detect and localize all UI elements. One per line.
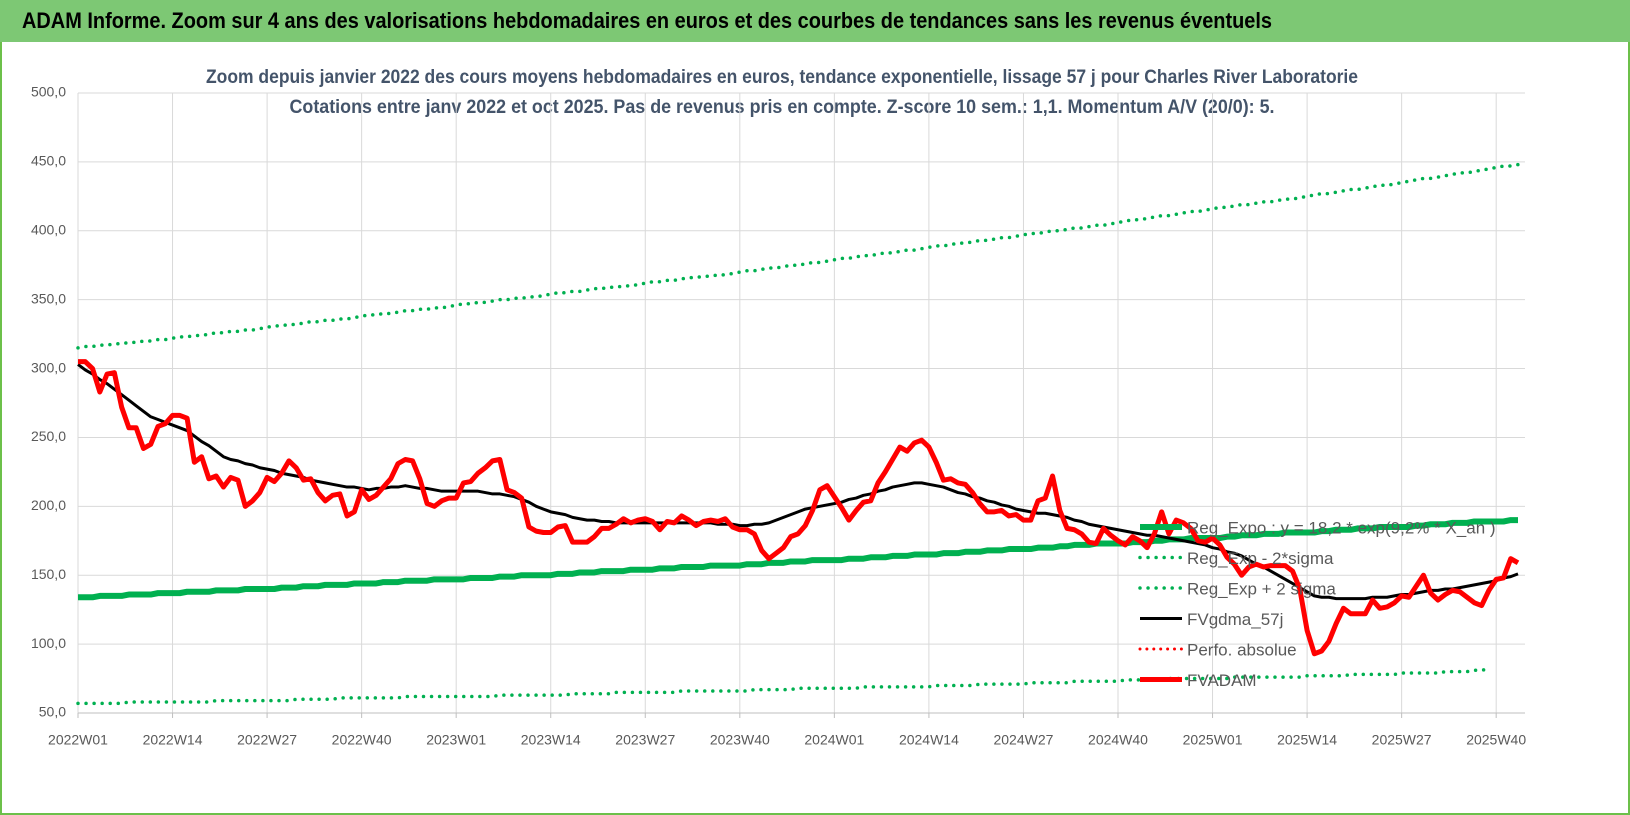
- x-tick-label: 2024W14: [899, 732, 959, 748]
- y-tick-label: 50,0: [39, 704, 66, 720]
- x-tick-label: 2025W27: [1372, 732, 1432, 748]
- header-title: ADAM Informe. Zoom sur 4 ans des valoris…: [22, 8, 1272, 33]
- x-tick-label: 2025W01: [1183, 732, 1243, 748]
- x-tick-label: 2022W14: [143, 732, 203, 748]
- x-tick-label: 2023W40: [710, 732, 770, 748]
- legend-label: Reg_Exp - 2*sigma: [1187, 549, 1334, 568]
- chart-title: Zoom depuis janvier 2022 des cours moyen…: [206, 67, 1358, 88]
- x-tick-label: 2022W40: [332, 732, 392, 748]
- y-tick-label: 150,0: [31, 566, 66, 582]
- x-tick-label: 2022W01: [48, 732, 108, 748]
- x-tick-label: 2023W27: [615, 732, 675, 748]
- series-line: [77, 363, 1519, 601]
- x-tick-label: 2022W27: [237, 732, 297, 748]
- legend-label: Perfo. absolue: [1187, 640, 1297, 659]
- header-bar: [0, 0, 1630, 42]
- legend-label: Reg_Exp + 2 sigma: [1187, 579, 1336, 598]
- legend-label: Reg_Expo : y = 18,2 * exp(9,2% * X_an ): [1187, 518, 1496, 537]
- series-line: [78, 517, 1518, 601]
- series-line: [76, 667, 1491, 706]
- legend-label: FVgdma_57j: [1187, 610, 1283, 629]
- series-line: [78, 359, 1520, 657]
- chart-subtitle: Cotations entre janv 2022 et oct 2025. P…: [290, 97, 1275, 118]
- y-tick-label: 400,0: [31, 221, 66, 237]
- x-tick-label: 2023W14: [521, 732, 581, 748]
- legend-label: FVADAM: [1187, 671, 1257, 690]
- x-tick-label: 2024W40: [1088, 732, 1148, 748]
- x-tick-label: 2025W40: [1466, 732, 1526, 748]
- x-tick-label: 2023W01: [426, 732, 486, 748]
- y-tick-label: 200,0: [31, 497, 66, 513]
- x-tick-label: 2025W14: [1277, 732, 1337, 748]
- y-tick-label: 300,0: [31, 359, 66, 375]
- y-tick-label: 350,0: [31, 290, 66, 306]
- x-tick-label: 2024W27: [993, 732, 1053, 748]
- y-tick-label: 100,0: [31, 635, 66, 651]
- series-line: [76, 162, 1520, 350]
- y-tick-label: 250,0: [31, 428, 66, 444]
- x-tick-label: 2024W01: [804, 732, 864, 748]
- y-tick-label: 450,0: [31, 153, 66, 169]
- y-tick-label: 500,0: [31, 84, 66, 100]
